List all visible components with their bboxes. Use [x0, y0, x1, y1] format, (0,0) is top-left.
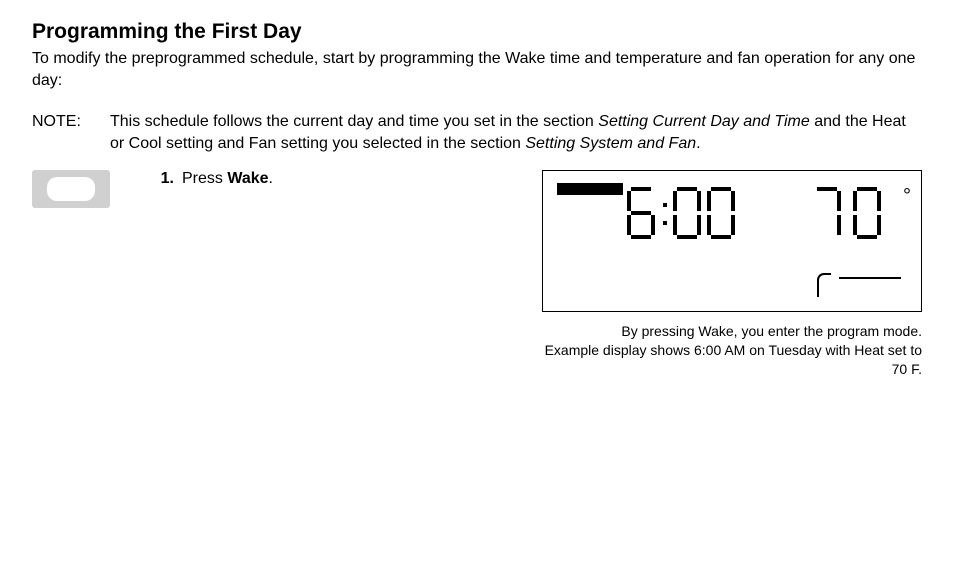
note-label: NOTE: — [32, 111, 110, 154]
page-title: Programming the First Day — [32, 20, 922, 44]
step-button-name: Wake — [227, 170, 268, 187]
caption-line-2: Example display shows 6:00 AM on Tuesday… — [542, 341, 922, 379]
step-text: Press Wake. — [182, 170, 530, 188]
content-row: 1. Press Wake. — [32, 170, 922, 379]
step-number: 1. — [122, 170, 182, 188]
caption-line-1: By pressing Wake, you enter the program … — [542, 322, 922, 341]
wake-button-illustration — [32, 170, 110, 208]
display-caption: By pressing Wake, you enter the program … — [542, 322, 922, 379]
lcd-underline-indicator — [839, 277, 901, 279]
note-body: This schedule follows the current day an… — [110, 111, 922, 154]
lcd-mode-indicator-icon — [817, 273, 831, 297]
step-post: . — [269, 170, 273, 187]
note-text-post: . — [696, 135, 700, 152]
display-column: ° By pressing Wake, you enter the progra… — [542, 170, 922, 379]
note-ref-2: Setting System and Fan — [525, 135, 696, 152]
note-text-pre: This schedule follows the current day an… — [110, 113, 598, 130]
note-ref-1: Setting Current Day and Time — [598, 113, 810, 130]
wake-button-cap-icon — [47, 177, 95, 201]
note-block: NOTE: This schedule follows the current … — [32, 111, 922, 154]
intro-paragraph: To modify the preprogrammed schedule, st… — [32, 48, 922, 91]
lcd-time-display — [625, 185, 785, 241]
lcd-screen: ° — [542, 170, 922, 312]
step-column: 1. Press Wake. — [122, 170, 530, 188]
lcd-day-indicator-bar — [557, 183, 623, 195]
step-pre: Press — [182, 170, 227, 187]
lcd-temp-display — [811, 185, 893, 241]
lcd-degree-symbol: ° — [903, 185, 911, 208]
